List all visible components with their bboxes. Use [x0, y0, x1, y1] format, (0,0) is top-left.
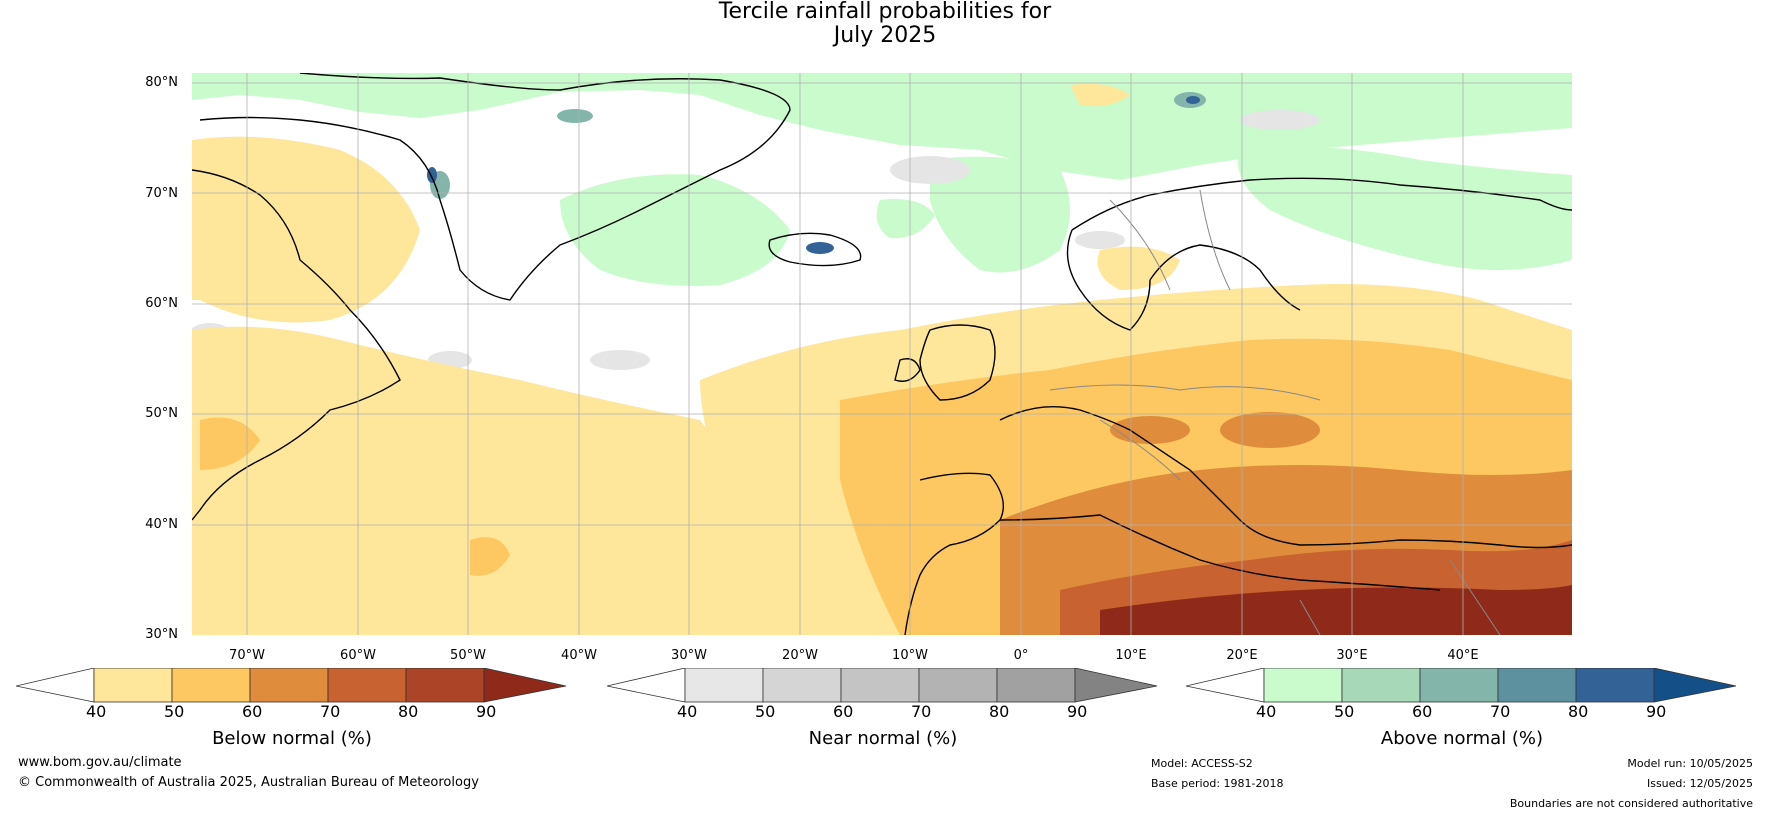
cb-near-tick: 90: [1067, 702, 1088, 721]
lon-label-10e: 10°E: [1115, 648, 1147, 663]
footer-issued: Issued: 12/05/2025: [1646, 777, 1753, 790]
lon-label-30w: 30°W: [671, 648, 707, 663]
lon-label-0: 0°: [1013, 648, 1029, 663]
footer-model-run: Model run: 10/05/2025: [1627, 757, 1753, 770]
colorbar-label-above: Above normal (%): [1380, 728, 1544, 749]
cb-above-tick: 90: [1646, 702, 1667, 721]
cb-near-seg-2: [762, 668, 842, 703]
cb-below-tick: 50: [164, 702, 185, 721]
footer-model: Model: ACCESS-S2: [1151, 757, 1253, 770]
cb-above-seg-3: [1419, 668, 1499, 703]
colorbar-near-normal: [607, 668, 1158, 703]
cb-near-seg-3: [840, 668, 920, 703]
cb-near-seg-6: [1074, 668, 1158, 703]
cb-above-seg-0: [1186, 668, 1265, 703]
cb-near-tick: 70: [911, 702, 932, 721]
cb-near-seg-0: [607, 668, 686, 703]
cb-below-seg-1: [93, 668, 173, 703]
cb-above-seg-2: [1341, 668, 1421, 703]
cb-near-tick: 60: [833, 702, 854, 721]
cb-above-tick: 40: [1256, 702, 1277, 721]
lat-label-30n: 30°N: [145, 627, 178, 642]
cb-below-tick: 70: [320, 702, 341, 721]
cb-above-seg-5: [1575, 668, 1655, 703]
colorbar-label-near: Near normal (%): [808, 728, 958, 749]
cb-below-seg-6: [483, 668, 567, 703]
country-borders: [1049, 189, 1501, 635]
cb-near-tick: 40: [677, 702, 698, 721]
cb-above-tick: 80: [1568, 702, 1589, 721]
cb-above-tick: 50: [1334, 702, 1355, 721]
lat-label-50n: 50°N: [145, 406, 178, 421]
cb-below-seg-5: [405, 668, 485, 703]
cb-above-tick: 70: [1490, 702, 1511, 721]
cb-near-seg-4: [918, 668, 998, 703]
lon-label-10w: 10°W: [892, 648, 928, 663]
cb-below-seg-4: [327, 668, 407, 703]
lat-label-70n: 70°N: [145, 186, 178, 201]
coastlines: [192, 73, 1572, 635]
cb-above-seg-6: [1653, 668, 1737, 703]
cb-below-seg-0: [16, 668, 95, 703]
colorbar-above-normal: [1186, 668, 1737, 703]
cb-above-seg-4: [1497, 668, 1577, 703]
colorbar-below-normal: [16, 668, 567, 703]
lon-label-20w: 20°W: [782, 648, 818, 663]
cb-below-tick: 90: [476, 702, 497, 721]
colorbar-label-below: Below normal (%): [212, 728, 372, 749]
cb-near-tick: 50: [755, 702, 776, 721]
cb-below-tick: 80: [398, 702, 419, 721]
cb-below-seg-2: [171, 668, 251, 703]
footer-url[interactable]: www.bom.gov.au/climate: [18, 755, 182, 770]
lon-label-40w: 40°W: [561, 648, 597, 663]
title-line-1: Tercile rainfall probabilities for: [718, 0, 1052, 24]
lon-label-40e: 40°E: [1447, 648, 1479, 663]
lon-label-70w: 70°W: [229, 648, 265, 663]
footer-copyright: © Commonwealth of Australia 2025, Austra…: [18, 775, 479, 790]
cb-near-tick: 80: [989, 702, 1010, 721]
lon-label-60w: 60°W: [340, 648, 376, 663]
title-line-2: July 2025: [833, 23, 937, 48]
lon-label-50w: 50°W: [450, 648, 486, 663]
cb-below-tick: 60: [242, 702, 263, 721]
footer-base-period: Base period: 1981-2018: [1151, 777, 1284, 790]
lat-label-40n: 40°N: [145, 517, 178, 532]
cb-below-seg-3: [249, 668, 329, 703]
cb-above-seg-1: [1263, 668, 1343, 703]
chart-title: Tercile rainfall probabilities for July …: [0, 0, 1770, 48]
cb-near-seg-5: [996, 668, 1076, 703]
below-normal-90: [1100, 585, 1572, 635]
cb-near-seg-1: [684, 668, 764, 703]
lat-label-60n: 60°N: [145, 296, 178, 311]
lon-label-30e: 30°E: [1336, 648, 1368, 663]
cb-above-tick: 60: [1412, 702, 1433, 721]
lat-label-80n: 80°N: [145, 75, 178, 90]
lon-label-20e: 20°E: [1226, 648, 1258, 663]
graticule: [192, 73, 1572, 635]
cb-below-tick: 40: [86, 702, 107, 721]
footer-disclaimer: Boundaries are not considered authoritat…: [1509, 797, 1753, 810]
